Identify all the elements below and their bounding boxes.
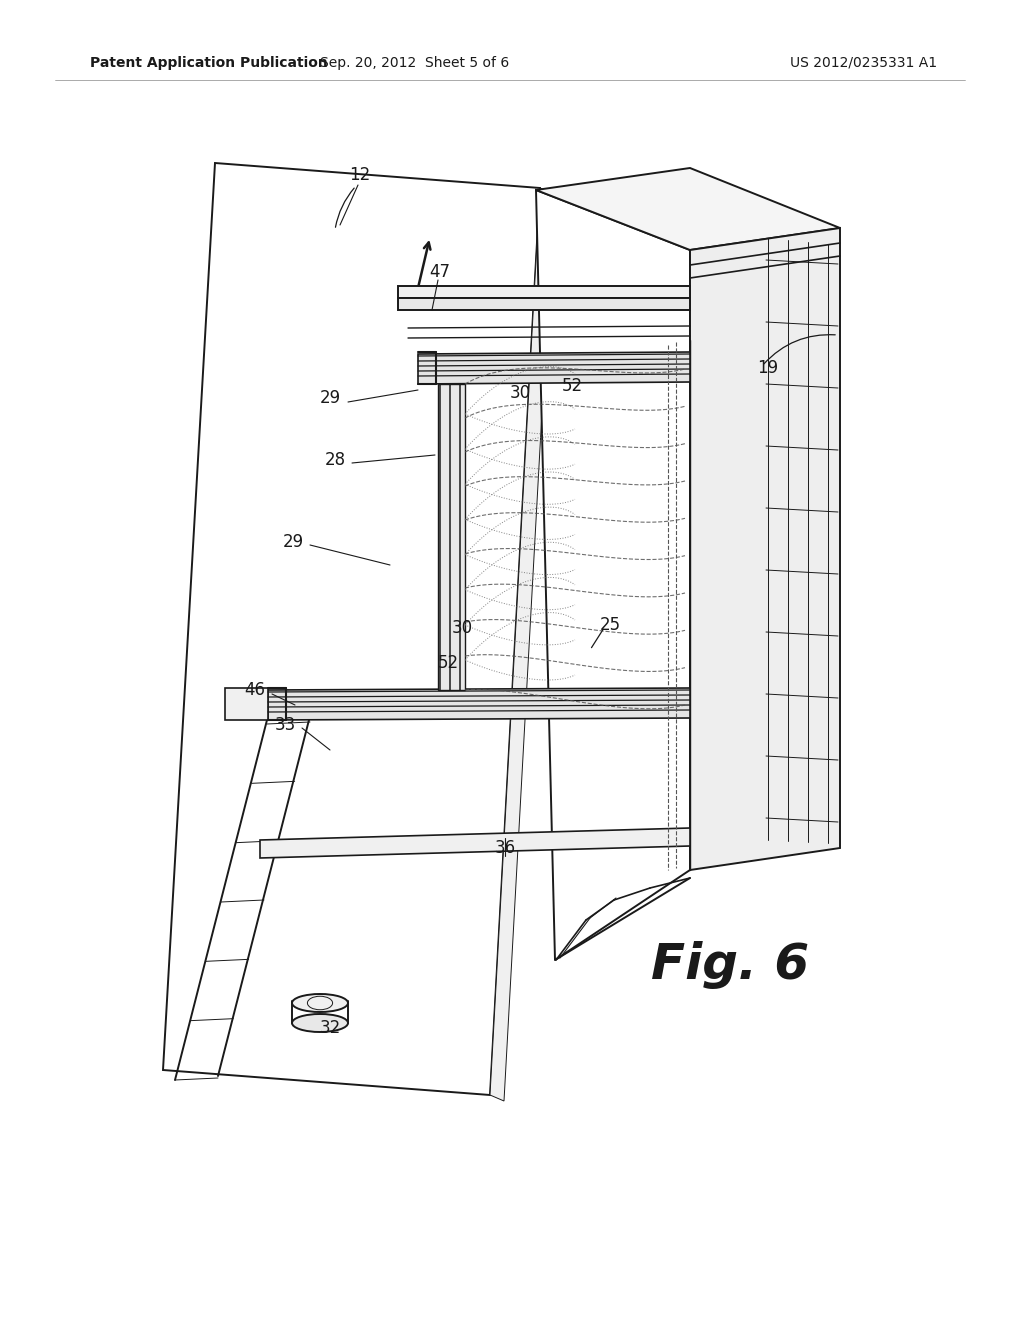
Text: Patent Application Publication: Patent Application Publication (90, 55, 328, 70)
Polygon shape (398, 298, 690, 310)
Polygon shape (490, 187, 554, 1101)
Text: 29: 29 (283, 533, 303, 550)
Polygon shape (260, 828, 690, 858)
Text: 30: 30 (509, 384, 530, 403)
Text: 30: 30 (452, 619, 472, 638)
Text: 32: 32 (319, 1019, 341, 1038)
Text: 33: 33 (274, 715, 296, 734)
Text: 36: 36 (495, 840, 515, 857)
Text: Sep. 20, 2012  Sheet 5 of 6: Sep. 20, 2012 Sheet 5 of 6 (321, 55, 510, 70)
Text: 19: 19 (758, 359, 778, 378)
Text: 29: 29 (319, 389, 341, 407)
Text: 12: 12 (349, 166, 371, 183)
Polygon shape (398, 286, 690, 298)
Polygon shape (268, 688, 690, 719)
Text: US 2012/0235331 A1: US 2012/0235331 A1 (790, 55, 937, 70)
Text: Fig. 6: Fig. 6 (651, 941, 809, 989)
Polygon shape (418, 352, 690, 384)
Polygon shape (163, 162, 540, 1096)
Polygon shape (225, 688, 268, 719)
Polygon shape (536, 190, 690, 960)
Text: 52: 52 (561, 378, 583, 395)
Polygon shape (438, 384, 465, 690)
Polygon shape (536, 168, 840, 249)
Ellipse shape (292, 1014, 348, 1032)
Text: 52: 52 (437, 653, 459, 672)
Text: 28: 28 (325, 451, 345, 469)
Text: 25: 25 (599, 616, 621, 634)
Text: 47: 47 (429, 263, 451, 281)
Text: 46: 46 (245, 681, 265, 700)
Ellipse shape (292, 994, 348, 1012)
Polygon shape (690, 228, 840, 870)
